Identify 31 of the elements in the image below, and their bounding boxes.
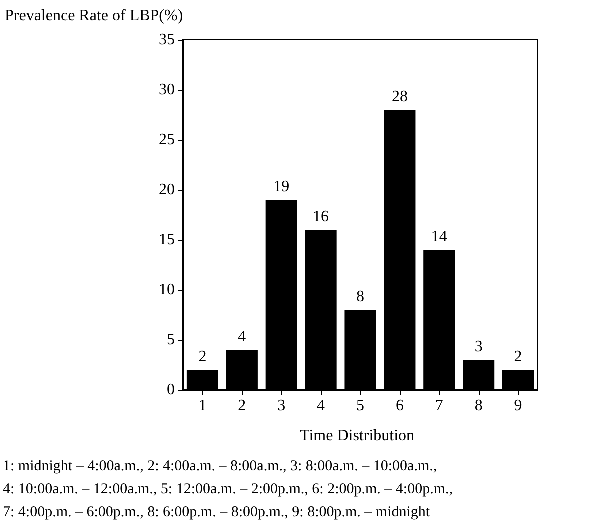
y-axis-title: Prevalence Rate of LBP(%) [5, 8, 184, 24]
y-tick-label: 5 [167, 332, 175, 348]
x-tick-label: 9 [514, 398, 522, 414]
data-label: 19 [274, 178, 290, 196]
y-tick-label: 25 [159, 132, 175, 148]
y-tick-label: 20 [159, 182, 175, 198]
x-tick-label: 6 [396, 398, 404, 414]
x-tick-label: 5 [356, 398, 364, 414]
x-tick-label: 1 [198, 398, 207, 414]
text: 7: 4:00p.m. – 6:00p.m., 8: 6:00p.m. – 8:00p.m., 9: 8:00p.m. – midnight [3, 504, 431, 520]
y-tick-label: 0 [167, 382, 175, 398]
data-label: 8 [356, 288, 364, 306]
x-tick-label: 3 [278, 398, 286, 414]
data-label: 2 [514, 348, 522, 366]
x-tick-label: 4 [317, 398, 326, 414]
y-tick-label: 10 [159, 282, 175, 298]
x-axis-title: Time Distribution [300, 428, 415, 444]
x-tick-label: 7 [435, 398, 444, 414]
data-label: 3 [474, 338, 483, 356]
x-tick-label: 2 [238, 398, 246, 414]
data-label: 2 [198, 348, 207, 366]
data-label: 4 [238, 328, 246, 346]
y-tick-label: 30 [159, 82, 175, 98]
text: 4: 10:00a.m. – 12:00a.m., 5: 12:00a.m. – 2:00p.m., 6: 2:00p.m. – 4:00p.m., [3, 482, 453, 498]
data-label: 16 [313, 208, 330, 226]
text: 1: midnight – 4:00a.m., 2: 4:00a.m. – 8:00a.m., 3: 8:00a.m. – 10:00a.m., [3, 458, 438, 474]
y-tick-label: 15 [159, 232, 175, 248]
x-tick-label: 8 [474, 398, 483, 414]
data-label: 14 [431, 228, 448, 246]
y-tick-label: 35 [159, 32, 175, 48]
data-label: 28 [392, 88, 408, 106]
